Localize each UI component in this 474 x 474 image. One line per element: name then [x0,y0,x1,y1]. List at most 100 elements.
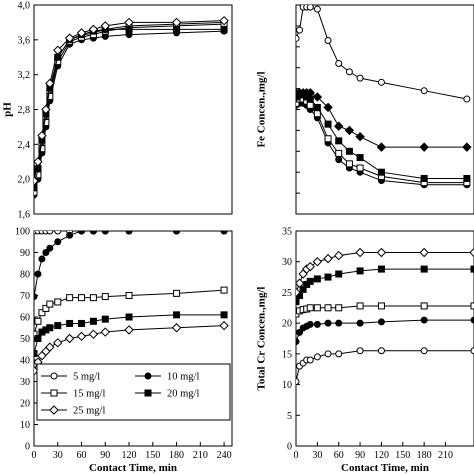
legend-item: 5 mg/l [41,372,100,383]
data-point [377,347,385,355]
data-point [296,298,300,306]
data-point [299,285,307,293]
data-point [46,324,54,332]
data-point [45,78,55,89]
chart-fe: Fe Concen.,mg/l [256,4,474,215]
data-point [54,322,62,330]
data-point [46,300,54,308]
series-line [296,350,474,382]
data-point [312,257,323,267]
data-point [335,149,343,157]
data-point [306,356,314,364]
data-point [42,249,50,256]
data-point [34,184,38,192]
data-point [345,68,353,76]
data-point [34,350,38,358]
data-point [419,142,429,152]
x-axis-label: Contact Time, min [89,462,177,474]
y-tick-label: 5 [287,411,292,422]
x-tick-label: 180 [417,450,432,461]
data-point [64,333,75,344]
series-line [296,252,474,293]
legend-marker [49,405,59,415]
data-point [173,231,181,235]
series-4 [296,265,474,306]
series-3 [296,302,474,318]
data-point [324,135,332,143]
series-5 [34,320,229,376]
series-line [34,30,225,195]
data-point [335,270,343,278]
y-tick-label: 3,2 [18,70,31,81]
data-point [463,174,471,182]
legend-item: 10 mg/l [135,372,199,383]
data-point [53,338,63,348]
data-point [356,319,364,327]
data-point [46,231,54,235]
data-point [125,313,133,321]
data-point [34,330,38,338]
y-tick-label: 35 [282,227,292,238]
data-point [420,265,428,273]
data-point [376,142,387,152]
plot-frame [33,4,233,215]
x-tick-label: 150 [395,450,410,461]
data-point [463,95,471,103]
legend-label: 15 mg/l [73,389,105,400]
legend-item: 20 mg/l [135,389,199,400]
y-axis-label: Fe Concen.,mg/l [256,71,268,147]
x-tick-label: 210 [193,450,208,461]
data-point [323,102,333,113]
data-point [313,275,321,283]
series-4 [296,91,471,182]
data-point [420,316,428,324]
plot-area [34,231,229,376]
data-point [34,176,39,186]
y-axis-label: pH [2,102,14,117]
chart-removal: 0 10 20 30 40 50 60 70 80 90 100 0 30 60 90 120 150 180 21… [15,227,233,474]
data-point [173,289,181,297]
y-tick-label: 3,6 [18,35,31,46]
series-3 [34,286,228,338]
series-line [34,20,225,182]
data-point [356,267,364,275]
data-point [312,92,323,102]
data-point [313,353,321,361]
series-5 [34,15,229,186]
plot-area [296,247,474,385]
plot-area [34,15,229,199]
y-tick-label: 30 [282,257,292,268]
data-point [323,253,333,264]
data-point [313,320,321,328]
data-point [335,304,343,312]
legend-marker [50,389,58,397]
x-tick-label: 60 [77,450,87,461]
data-point [220,25,228,33]
x-tick-label: 90 [355,450,365,461]
x-tick-label: 180 [169,450,184,461]
data-point [356,347,364,355]
x-tick-label: 240 [217,450,232,461]
y-tick-label: 2,8 [18,105,31,116]
series-line [296,94,467,179]
data-point [324,273,332,281]
y-tick-label: 0 [25,442,30,453]
data-point [125,25,133,33]
data-point [66,294,74,302]
data-point [101,293,109,301]
data-point [34,293,38,301]
data-point [305,261,315,272]
data-point [470,347,474,355]
data-point [173,311,181,319]
data-point [335,137,343,145]
data-point [220,311,228,319]
data-point [306,277,314,285]
data-point [296,34,300,42]
data-point [376,247,387,258]
data-point [34,157,43,167]
data-point [335,156,343,164]
x-tick-label: 90 [100,450,110,461]
data-point [470,302,474,310]
plot-frame [295,230,474,447]
